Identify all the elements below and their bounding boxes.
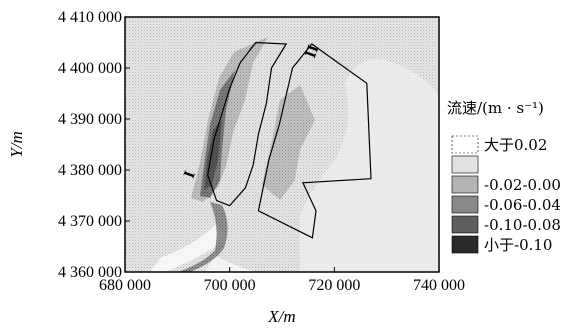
legend-swatch (451, 215, 479, 234)
x-tick-label: 700 000 (204, 277, 256, 294)
plot-frame (124, 16, 440, 273)
legend-label: 小于-0.10 (484, 236, 552, 254)
legend: 大于0.02 -0.02-0.00 -0.06-0.04 -0.10-0.08 小于-0… (451, 135, 561, 254)
y-tick-label: 4 400 000 (58, 60, 122, 77)
x-tick-label: 720 000 (308, 277, 360, 294)
legend-swatch (451, 155, 479, 174)
region-outline-I (207, 41, 288, 207)
legend-swatch (451, 135, 479, 154)
y-tick-label: 4 380 000 (58, 162, 122, 179)
region-outlines (207, 41, 372, 239)
x-axis-title: X/m (267, 307, 295, 326)
region-label-II: II (302, 43, 322, 61)
legend-label: 大于0.02 (484, 136, 547, 154)
x-tick-label: 680 000 (99, 277, 151, 294)
legend-title: 流速/(m · s⁻¹) (447, 99, 544, 117)
y-tick-label: 4 370 000 (58, 213, 122, 230)
region-label-I: I (181, 169, 199, 181)
y-tick-label: 4 390 000 (58, 111, 122, 128)
plot-area (125, 17, 439, 272)
x-axis-ticks: 680 000 700 000 720 000 740 000 (99, 267, 465, 294)
y-tick-label: 4 360 000 (58, 264, 122, 281)
y-axis-title: Y/m (7, 131, 26, 157)
legend-label: -0.10-0.08 (484, 216, 561, 234)
legend-swatch (451, 175, 479, 194)
y-axis-ticks: 4 360 000 4 370 000 4 380 000 4 390 000 4 40… (58, 9, 130, 281)
x-tick-label: 740 000 (413, 277, 465, 294)
region-outline-II (257, 43, 372, 239)
legend-label: -0.06-0.04 (484, 196, 561, 214)
legend-swatch (451, 195, 479, 214)
shore-strip (150, 225, 225, 272)
legend-swatch (451, 235, 479, 254)
mid-zone-II (262, 85, 315, 200)
legend-label: -0.02-0.00 (484, 176, 561, 194)
channel (178, 202, 228, 272)
light-region (300, 59, 439, 272)
shore-strip-2 (205, 255, 260, 272)
y-tick-label: 4 410 000 (58, 9, 122, 26)
